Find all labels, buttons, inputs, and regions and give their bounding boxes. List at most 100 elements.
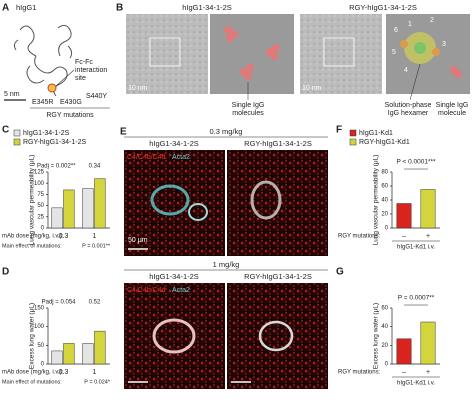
x-tick-label: 0.3 [59,369,69,376]
x-tick-label: – [402,233,406,240]
column-title: RGY-hIgG1-34-1-2S [244,139,312,148]
y-tick-label: 150 [34,306,45,312]
footnote: Main effect of mutations: [2,243,62,249]
x-tick-label: 0.3 [59,233,69,240]
bar [396,203,412,229]
panel-letter: G [336,267,344,278]
subunit-number: 1 [408,21,412,28]
panel-letter: E [120,127,127,138]
igg-molecules [224,26,280,80]
legend-swatch [13,138,21,146]
mutation: E430G [60,99,82,106]
bar [51,350,63,365]
inset-box [149,37,181,67]
footnote-value: P = 0.024* [84,379,111,385]
footnote: Main effect of mutations: [2,379,62,385]
caption: Single IgG [232,102,265,109]
p-value: Padj = 0.002** [37,164,76,170]
y-axis-label: Lung vascular permeability (μL) [29,155,36,246]
panel-letter: F [336,125,342,136]
footnote-value: P = 0.001** [82,243,111,249]
scale-label: 10 nm [302,85,322,92]
y-tick-label: 80 [381,170,388,176]
y-tick-label: 100 [34,181,45,187]
panel-letter: C [2,125,9,136]
bar [63,189,75,229]
stain-label: C4/C4b/C4d [127,154,166,161]
marker-label: Acta2 [172,287,190,294]
y-tick-label: 60 [381,306,388,312]
x-axis-label: RGY mutations: [338,370,381,376]
legend-swatch [13,129,21,137]
caption: molecules [232,110,264,117]
site-label: Fc-Fc [75,59,93,66]
bar [396,338,412,365]
micrograph [227,283,328,389]
micrograph [126,14,208,94]
y-axis-label: Lung vascular permeability (μL) [373,155,380,246]
y-tick-label: 40 [381,198,388,204]
bar [63,343,75,365]
pointer [409,63,421,101]
panel-title: RGY-hIgG1-34-1-2S [349,3,417,12]
y-tick-label: 40 [381,324,388,330]
subunit-number: 4 [404,67,408,74]
y-tick-label: 0 [41,226,45,232]
bar [51,207,63,229]
p-value: 0.34 [89,164,101,170]
caption: Solution-phase [385,102,432,109]
inset-box [323,37,355,67]
footnote: hIgG1-Kd1 i.v. [397,381,435,387]
x-axis-label: RGY mutations: [338,234,381,240]
panel-a: A hIgG1 Fc-Fc interaction site 5 nm E345… [2,3,110,119]
mutation: S440Y [86,93,107,100]
y-axis-label: Excess lung water (μL) [29,303,36,369]
x-axis-label: mAb dose (mg/kg, i.v.): [2,234,64,240]
dose-label: 0.3 mg/kg [210,127,243,136]
y-tick-label: 20 [381,212,388,218]
micrograph [227,150,328,256]
y-tick-label: 60 [381,184,388,190]
y-tick-label: 25 [37,214,44,220]
panel-b: B hIgG1-34-1-2S RGY-hIgG1-34-1-2S 10 nm … [116,3,470,117]
x-tick-label: + [426,233,430,240]
caption: molecule [438,110,466,117]
stain-label: C4/C4b/C4d [127,287,166,294]
x-tick-label: + [426,369,430,376]
subunit-number: 6 [394,27,398,34]
legend-swatch [349,138,357,146]
micrograph [300,14,382,94]
x-tick-label: 1 [93,233,97,240]
column-title: hIgG1-34-1-2S [149,272,199,281]
bar [94,178,106,229]
antibody-sketch [13,24,73,97]
column-title: hIgG1-34-1-2S [149,139,199,148]
panel-title: hIgG1-34-1-2S [182,3,232,12]
panel-title: hIgG1 [16,3,36,12]
legend-label: RGY-hIgG1-34-1-2S [23,139,86,146]
footnote: hIgG1-Kd1 i.v. [397,245,435,251]
interaction-site [47,83,57,93]
hexamer [400,32,462,78]
legend-swatch [349,129,357,137]
legend-label: hIgG1-Kd1 [359,130,393,137]
p-value: 0.52 [89,300,101,306]
y-tick-label: 125 [34,170,45,176]
vessel [258,320,294,352]
legend-label: hIgG1-34-1-2S [23,130,70,137]
y-tick-label: 0 [385,362,389,368]
bar [94,330,106,365]
p-value: P < 0.0001*** [396,159,436,166]
p-value: P = 0.0007** [398,295,435,302]
x-tick-label: – [402,369,406,376]
p-value: Padj = 0.054 [42,300,77,306]
subunit-number: 2 [430,17,434,24]
y-tick-label: 100 [34,324,45,330]
panel-e: E 0.3 mg/kg hIgG1-34-1-2S RGY-hIgG1-34-1… [120,127,328,389]
subunit-number: 3 [442,41,446,48]
panel-letter: B [116,3,123,14]
y-tick-label: 50 [37,203,44,209]
marker-label: Acta2 [172,154,190,161]
vessel [152,318,196,354]
